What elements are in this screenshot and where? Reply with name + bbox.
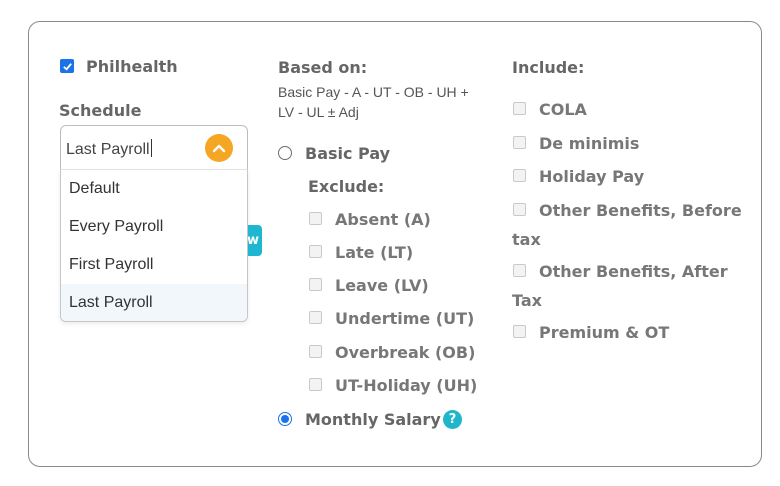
exclude-overbreak-checkbox[interactable] [309,345,322,358]
exclude-late-checkbox[interactable] [309,245,322,258]
exclude-ut-holiday-checkbox[interactable] [309,378,322,391]
include-de-minimis-label: De minimis [539,134,640,153]
schedule-select[interactable]: Last Payroll [60,125,248,170]
include-premium-ot-checkbox[interactable] [513,325,526,338]
basic-pay-radio[interactable] [278,146,292,160]
formula-line-2: LV - UL ± Adj [278,104,359,120]
monthly-salary-radio[interactable] [278,412,292,426]
philhealth-checkbox[interactable] [60,59,74,73]
schedule-option-default[interactable]: Default [69,180,120,197]
include-cola-label: COLA [539,100,587,119]
schedule-select-value: Last Payroll [66,141,150,158]
schedule-dropdown-menu: Default Every Payroll First Payroll Last… [60,169,248,322]
schedule-label: Schedule [59,101,142,120]
exclude-undertime-checkbox[interactable] [309,311,322,324]
include-other-benefits-before-tax-label-cont: tax [512,230,541,249]
partially-hidden-button[interactable]: w [248,225,262,256]
basic-pay-label: Basic Pay [305,144,391,163]
exclude-absent-label: Absent (A) [335,210,431,229]
include-premium-ot-label: Premium & OT [539,323,670,342]
include-other-benefits-after-tax-label-cont: Tax [512,291,542,310]
include-other-benefits-after-tax-label: Other Benefits, After [539,262,728,281]
philhealth-label: Philhealth [86,57,178,76]
exclude-undertime-label: Undertime (UT) [335,309,475,328]
exclude-absent-checkbox[interactable] [309,212,322,225]
exclude-label: Exclude: [308,177,385,196]
include-label: Include: [512,58,585,77]
include-holiday-pay-checkbox[interactable] [513,169,526,182]
question-mark-icon[interactable]: ? [443,410,462,429]
formula-line-1: Basic Pay - A - UT - OB - UH + [278,84,469,100]
based-on-label: Based on: [278,58,368,77]
chevron-up-icon[interactable] [205,134,233,162]
include-other-benefits-after-tax-checkbox[interactable] [513,264,526,277]
schedule-option-every-payroll[interactable]: Every Payroll [69,218,164,235]
monthly-salary-label: Monthly Salary [305,410,441,429]
schedule-option-first-payroll[interactable]: First Payroll [69,256,154,273]
include-cola-checkbox[interactable] [513,102,526,115]
exclude-leave-label: Leave (LV) [335,276,429,295]
include-other-benefits-before-tax-checkbox[interactable] [513,203,526,216]
exclude-late-label: Late (LT) [335,243,414,262]
text-caret [150,139,152,157]
include-de-minimis-checkbox[interactable] [513,136,526,149]
check-icon [62,62,72,71]
exclude-ut-holiday-label: UT-Holiday (UH) [335,376,478,395]
include-other-benefits-before-tax-label: Other Benefits, Before [539,201,742,220]
exclude-overbreak-label: Overbreak (OB) [335,343,476,362]
schedule-option-last-payroll[interactable]: Last Payroll [61,284,247,321]
include-holiday-pay-label: Holiday Pay [539,167,645,186]
exclude-leave-checkbox[interactable] [309,278,322,291]
